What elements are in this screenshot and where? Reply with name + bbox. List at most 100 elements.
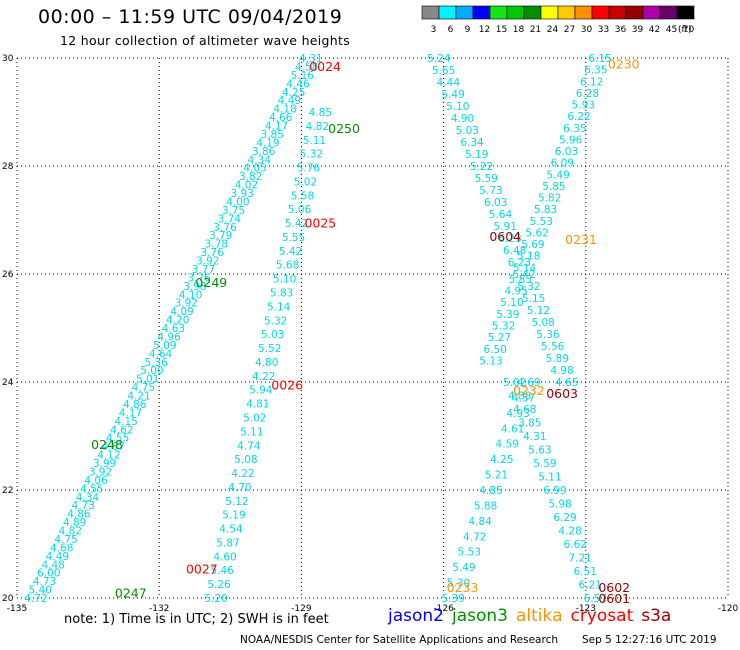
wave-height-value: 3.76: [200, 247, 224, 259]
color-swatch: [574, 5, 593, 20]
wave-height-value: 4.46: [286, 78, 310, 90]
wave-height-value: 4.62: [110, 424, 133, 436]
pass-time-label: 0230: [608, 56, 640, 71]
wave-height-value: 5.02: [243, 412, 266, 424]
wave-height-value: 4.85: [479, 485, 502, 497]
wave-height-value: 5.98: [548, 499, 571, 511]
color-swatch: [506, 5, 525, 20]
wave-height-value: 4.82: [59, 526, 82, 538]
wave-height-value: 3.93: [230, 188, 253, 200]
wave-height-value: 7.21: [568, 553, 591, 565]
pass-time-label: 0250: [328, 121, 360, 136]
wave-height-value: 5.30: [447, 578, 470, 590]
pass-time-label: 0604: [489, 229, 521, 244]
wave-height-value: 5.12: [225, 496, 248, 508]
credit-line: NOAA/NESDIS Center for Satellite Applica…: [240, 634, 558, 646]
wave-height-value: 5.08: [531, 317, 554, 329]
wave-height-value: 5.69: [521, 239, 544, 251]
wave-height-value: 4.49: [46, 551, 69, 563]
wave-height-value: 4.65: [555, 377, 578, 389]
wave-height-value: 6.15: [588, 53, 611, 65]
wave-height-value: 4.75: [54, 534, 77, 546]
pass-time-label: 0024: [309, 59, 341, 74]
color-swatch: [676, 5, 695, 20]
wave-height-value: 6.03: [484, 197, 507, 209]
color-swatch: [421, 5, 440, 20]
wave-height-value: 5.64: [489, 209, 513, 221]
satellite-legend: jason2 jason3 altika cryosat s3a: [388, 606, 679, 626]
wave-height-value: 6.21: [579, 580, 602, 592]
wave-height-value: 5.65: [432, 65, 455, 77]
wave-height-value: 5.96: [559, 134, 583, 146]
wave-height-value: 4.57: [512, 392, 535, 404]
wave-height-value: 5.16: [291, 70, 315, 82]
legend-item-altika: altika: [516, 606, 563, 626]
wave-height-value: 4.06: [84, 475, 108, 487]
chart-title: 00:00 – 11:59 UTC 09/04/2019: [38, 6, 343, 28]
color-swatch: [659, 5, 678, 20]
color-swatch: [540, 5, 559, 20]
wave-height-value: 5.03: [456, 125, 479, 137]
wave-height-value: 3.85: [518, 418, 541, 430]
wave-height-value: 4.55: [106, 433, 129, 445]
wave-height-value: 5.06: [288, 204, 312, 216]
wave-height-value: 5.49: [546, 169, 569, 181]
wave-height-value: 5.27: [488, 332, 511, 344]
x-tick-label: -120: [718, 604, 739, 614]
wave-height-value: 5.13: [479, 355, 502, 367]
wave-height-value: 4.25: [282, 87, 305, 99]
y-tick-label: 24: [2, 378, 14, 388]
wave-height-value: 5.01: [136, 374, 159, 386]
wave-height-value: 4.18: [273, 104, 296, 116]
color-scale-label: 6: [448, 25, 454, 35]
wave-height-value: 5.36: [145, 357, 169, 369]
wave-height-value: 5.39: [441, 593, 464, 605]
color-scale-label: 12: [479, 25, 490, 35]
wave-height-value: 4.85: [309, 107, 332, 119]
color-scale-label: 21: [530, 25, 541, 35]
wave-height-value: 4.34: [248, 154, 272, 166]
color-scale-label: 24: [547, 25, 559, 35]
wave-height-value: 5.12: [527, 305, 550, 317]
x-tick-label: -132: [149, 604, 169, 614]
color-swatch: [472, 5, 491, 20]
wave-height-value: 5.94: [249, 385, 273, 397]
wave-height-value: 6.12: [580, 76, 603, 88]
x-tick-label: -135: [7, 604, 27, 614]
wave-height-value: 4.80: [255, 357, 278, 369]
wave-height-value: 4.48: [41, 559, 64, 571]
wave-height-value: 5.08: [234, 454, 257, 466]
wave-height-value: 4.75: [132, 382, 155, 394]
wave-height-value: 5.32: [517, 281, 540, 293]
wave-height-value: 4.70: [228, 482, 251, 494]
wave-height-value: 5.39: [496, 309, 519, 321]
wave-height-value: 4.15: [114, 416, 137, 428]
wave-height-value: 4.44: [437, 77, 461, 89]
wave-height-value: 5.32: [300, 149, 323, 161]
color-swatch: [591, 5, 610, 20]
wave-height-value: 4.12: [97, 450, 120, 462]
wave-height-value: 3.77: [192, 264, 215, 276]
wave-height-value: 5.52: [258, 343, 281, 355]
wave-height-value: 6.09: [551, 158, 574, 170]
wave-height-value: 6.23: [508, 257, 531, 269]
color-swatch: [625, 5, 644, 20]
wave-height-value: 5.10: [273, 274, 296, 286]
wave-height-value: 5.02: [503, 377, 526, 389]
wave-height-value: 5.02: [294, 176, 317, 188]
color-scale-label: 42: [649, 25, 660, 35]
pass-time-label: 0247: [115, 586, 147, 601]
wave-height-value: 5.73: [479, 185, 502, 197]
wave-height-value: 4.05: [243, 163, 266, 175]
wave-height-value: 5.26: [207, 579, 231, 591]
wave-height-value: 4.73: [33, 576, 56, 588]
wave-height-value: 4.69: [517, 377, 540, 389]
color-scale-label: 70: [683, 25, 695, 35]
wave-height-value: 4.73: [72, 500, 95, 512]
wave-height-value: 4.20: [166, 315, 189, 327]
wave-height-value: 4.60: [213, 551, 236, 563]
wave-height-value: 4.00: [226, 196, 249, 208]
wave-height-value: 5.00: [140, 365, 163, 377]
wave-height-value: 4.28: [558, 526, 581, 538]
wave-height-value: 3.92: [89, 466, 112, 478]
